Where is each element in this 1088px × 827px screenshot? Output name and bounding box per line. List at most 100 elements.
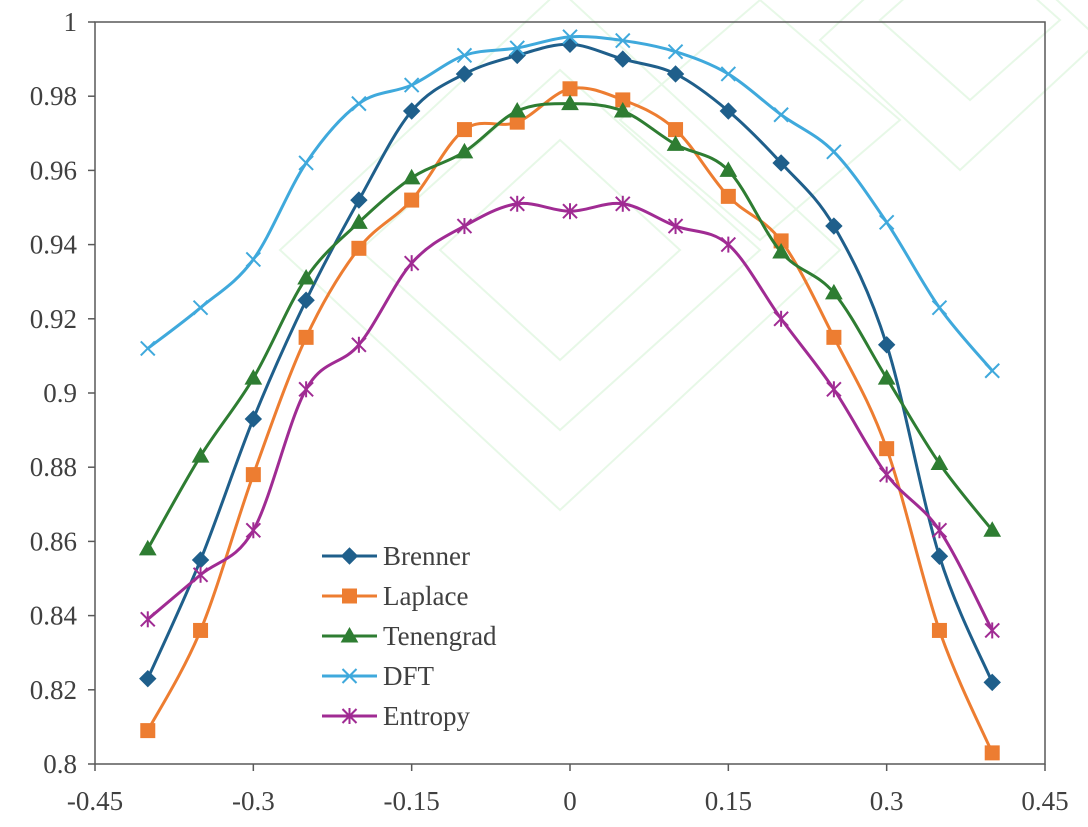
data-point-marker <box>402 168 421 185</box>
data-point-marker <box>614 50 632 68</box>
y-tick-label: 0.82 <box>30 675 77 705</box>
y-tick-label: 0.84 <box>30 601 78 631</box>
data-point-marker <box>615 195 631 212</box>
data-point-marker <box>193 622 209 638</box>
series-entropy <box>140 195 1000 639</box>
data-point-marker <box>983 521 1002 537</box>
x-tick-label: -0.45 <box>67 786 123 816</box>
data-point-marker <box>720 236 737 253</box>
data-point-marker <box>930 454 949 470</box>
legend-item-entropy: Entropy <box>322 701 470 731</box>
y-tick-label: 0.96 <box>30 155 77 185</box>
data-point-marker <box>297 268 315 285</box>
x-tick-label: 0.15 <box>705 786 752 816</box>
data-point-marker <box>245 522 262 539</box>
data-point-marker <box>245 467 261 483</box>
legend-item-tenengrad: Tenengrad <box>322 621 497 651</box>
data-point-marker <box>509 195 525 212</box>
marker-stroke <box>826 144 842 160</box>
x-tick-label: 0.45 <box>1021 786 1068 816</box>
data-point-marker <box>826 329 842 345</box>
data-point-marker <box>879 441 895 457</box>
data-point-marker <box>668 122 684 138</box>
watermark-diamond-shape <box>818 0 1088 172</box>
y-tick-label: 0.86 <box>30 526 77 556</box>
data-point-marker <box>403 77 420 93</box>
marker-stroke <box>720 66 737 82</box>
data-point-marker <box>350 191 368 209</box>
series-brenner <box>139 35 1001 692</box>
legend-label: Laplace <box>383 581 468 611</box>
data-point-marker <box>456 122 472 138</box>
y-tick-label: 0.8 <box>43 749 77 779</box>
data-point-marker <box>983 673 1001 692</box>
legend-item-laplace: Laplace <box>322 581 468 611</box>
data-point-marker <box>139 669 157 688</box>
legend-label: Entropy <box>383 701 470 731</box>
marker-stroke <box>509 40 525 56</box>
marker-stroke <box>403 77 420 93</box>
data-point-marker <box>244 369 263 385</box>
data-point-marker <box>984 622 1000 639</box>
marker-stroke <box>667 43 684 60</box>
data-point-marker <box>340 547 359 565</box>
data-point-marker <box>351 240 367 256</box>
data-point-marker <box>825 217 843 235</box>
data-point-marker <box>140 340 156 357</box>
axes: 0.8 0.82 0.84 0.86 0.88 0.9 0.92 0.94 0.96 0.98 1 -… <box>30 7 1069 816</box>
marker-stroke <box>773 107 789 123</box>
data-point-marker <box>562 203 578 220</box>
data-point-marker <box>720 66 737 82</box>
marker-stroke <box>456 47 473 64</box>
data-point-marker <box>191 551 210 569</box>
data-point-marker <box>191 447 210 463</box>
data-point-marker <box>340 626 359 643</box>
series-line-tenengrad <box>146 102 994 550</box>
data-point-marker <box>341 708 358 724</box>
data-point-marker <box>245 251 262 268</box>
series-line-dft <box>146 35 994 372</box>
watermark-diamond-shape <box>438 138 682 362</box>
watermark-diamond-shape <box>878 0 1062 102</box>
data-point-marker <box>562 81 578 97</box>
data-point-marker <box>878 214 895 231</box>
background-watermark <box>278 0 1088 512</box>
data-point-marker <box>666 135 685 151</box>
legend-item-dft: DFT <box>322 661 435 691</box>
marker-stroke <box>931 299 948 316</box>
watermark-diamond-shape <box>358 68 762 432</box>
data-point-marker <box>877 336 896 354</box>
legend-label: DFT <box>383 661 435 691</box>
data-point-marker <box>773 310 789 327</box>
data-point-marker <box>455 65 474 83</box>
marker-stroke <box>984 363 1000 379</box>
data-point-marker <box>984 745 1000 761</box>
data-point-marker <box>773 107 789 123</box>
data-point-marker <box>456 218 473 235</box>
marker-stroke <box>341 668 358 684</box>
data-point-marker <box>138 539 157 556</box>
data-point-marker <box>297 291 315 309</box>
legend-item-brenner: Brenner <box>322 541 470 571</box>
data-point-marker <box>341 668 358 684</box>
series-group <box>138 29 1002 761</box>
y-tick-label: 0.9 <box>43 378 77 408</box>
data-point-marker <box>244 410 263 428</box>
data-point-marker <box>455 142 474 159</box>
x-tick-label: 0.3 <box>870 786 904 816</box>
y-tick-label: 0.92 <box>30 304 77 334</box>
marker-stroke <box>245 251 262 268</box>
x-tick-label: 0 <box>563 786 577 816</box>
marker-stroke <box>192 299 209 316</box>
marker-stroke <box>298 155 314 171</box>
plot-area-border <box>94 21 1046 765</box>
marker-stroke <box>615 32 631 49</box>
data-point-marker <box>772 154 790 172</box>
data-point-marker <box>667 43 684 60</box>
data-point-marker <box>192 566 209 583</box>
watermark-diamond-shape <box>618 0 902 242</box>
y-tick-label: 0.94 <box>30 230 78 260</box>
data-point-marker <box>351 336 367 353</box>
